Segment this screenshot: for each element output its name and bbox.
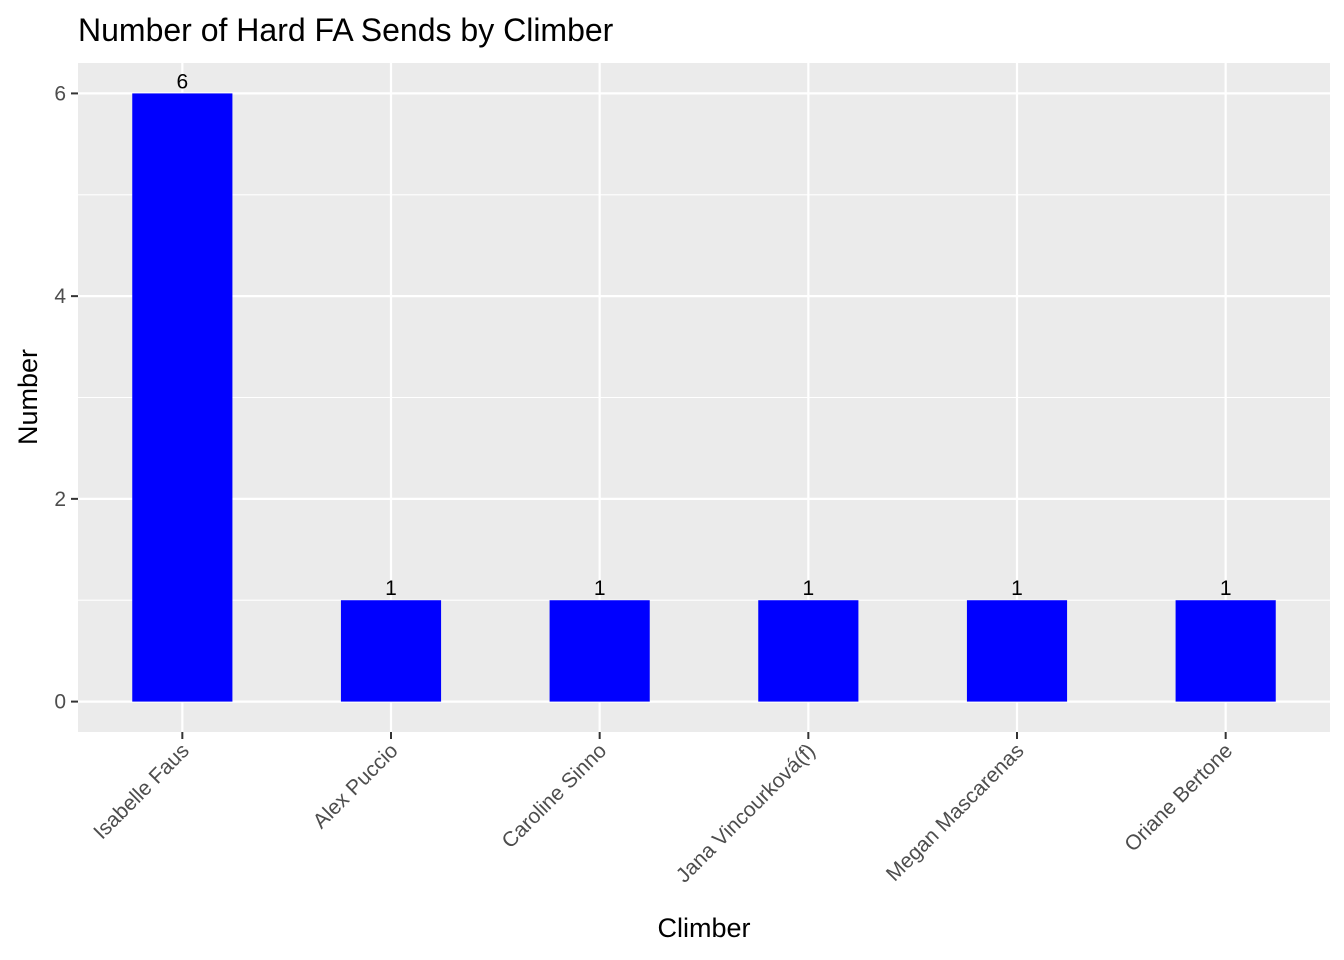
data-label: 6 — [176, 70, 188, 93]
y-tick-label: 2 — [54, 488, 66, 511]
chart-title: Number of Hard FA Sends by Climber — [78, 12, 614, 48]
x-tick-label: Alex Puccio — [309, 739, 403, 833]
data-label: 1 — [385, 577, 397, 600]
x-tick-label: Megan Mascarenas — [882, 739, 1029, 886]
bar — [758, 600, 859, 702]
data-label: 1 — [1220, 577, 1232, 600]
y-tick-label: 0 — [54, 691, 66, 714]
data-label: 1 — [1011, 577, 1023, 600]
data-label: 1 — [802, 577, 814, 600]
y-tick-label: 4 — [54, 285, 66, 308]
bar — [132, 93, 233, 702]
data-label: 1 — [594, 577, 606, 600]
bar — [1175, 600, 1276, 702]
bars — [132, 93, 1276, 702]
bar — [340, 600, 442, 702]
bar — [966, 600, 1068, 702]
y-axis: 0 2 4 6 — [54, 82, 78, 714]
x-axis-title: Climber — [657, 913, 750, 943]
x-tick-label: Jana Vincourková(f) — [672, 739, 820, 887]
x-axis: Isabelle Faus Alex Puccio Caroline Sinno Ja… — [89, 732, 1237, 887]
y-axis-title: Number — [13, 349, 43, 445]
y-tick-label: 6 — [54, 82, 66, 105]
x-tick-label: Isabelle Faus — [89, 739, 194, 844]
data-labels: 6 1 1 1 1 1 — [176, 70, 1231, 600]
x-tick-label: Oriane Bertone — [1120, 739, 1237, 856]
x-tick-label: Caroline Sinno — [498, 739, 612, 853]
bar — [549, 600, 650, 702]
